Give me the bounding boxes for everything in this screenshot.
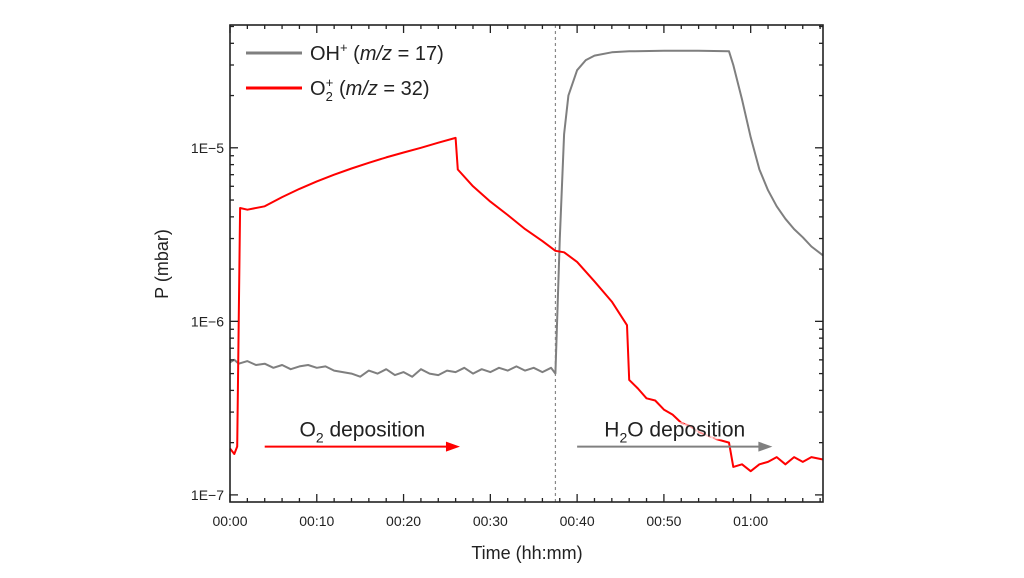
annotation-arrowhead-1 (758, 441, 773, 452)
y-tick-label: 1E−6 (191, 313, 224, 329)
x-tick-label: 00:30 (473, 513, 508, 529)
series-line-1 (229, 136, 824, 473)
legend-label-1: O2+ (m/z = 32) (310, 75, 430, 104)
legend-label-0: OH+ (m/z = 17) (310, 40, 444, 65)
annotation-label-0: O2 deposition (299, 419, 425, 446)
plot-marks (229, 25, 824, 502)
annotation-label-1: H2O deposition (604, 419, 745, 446)
series-line-0 (229, 49, 824, 378)
y-tick-label: 1E−5 (191, 140, 224, 156)
annotations: O2 deposition H2O deposition (264, 416, 773, 452)
x-tick-label: 00:50 (646, 513, 681, 529)
x-axis-label: Time (hh:mm) (471, 543, 582, 563)
x-tick-label: 00:10 (299, 513, 334, 529)
plot-frame (229, 24, 824, 503)
axes: 00:00 00:10 00:20 00:30 00:40 00:50 01:00 1E−5 1… (191, 25, 823, 529)
x-tick-label: 00:00 (212, 513, 247, 529)
x-tick-label: 00:20 (386, 513, 421, 529)
y-tick-label: 1E−7 (191, 487, 224, 503)
y-axis-label: P (mbar) (152, 229, 172, 299)
x-tick-label: 01:00 (733, 513, 768, 529)
x-tick-label: 00:40 (560, 513, 595, 529)
legend: OH+ (m/z = 17) O2+ (m/z = 32) (246, 40, 444, 104)
annotation-arrowhead-0 (445, 441, 460, 452)
